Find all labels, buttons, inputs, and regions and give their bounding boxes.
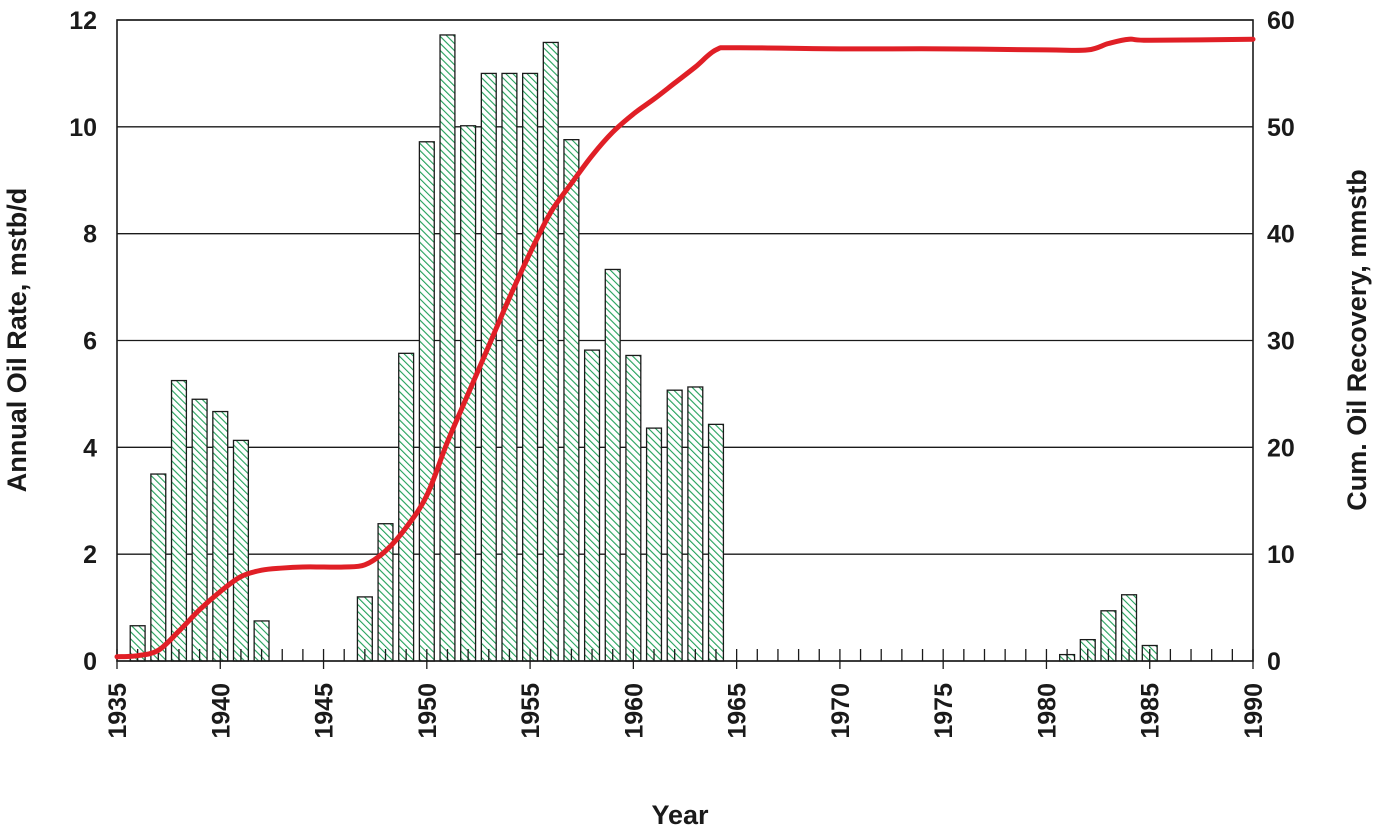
cum-recovery-line	[114, 36, 1256, 660]
y2-tick-label: 60	[1267, 7, 1295, 35]
x-tick-label: 1975	[930, 683, 958, 739]
x-tick-label: 1950	[414, 683, 442, 739]
bar	[398, 352, 415, 662]
x-tick-label: 1960	[620, 683, 648, 739]
x-tick-label: 1965	[724, 683, 752, 739]
bar	[212, 410, 229, 662]
bar	[150, 473, 167, 662]
x-axis-title: Year	[651, 800, 709, 830]
y-axis-left-title: Annual Oil Rate, mstb/d	[2, 188, 32, 493]
x-tick-label: 1945	[311, 683, 339, 739]
y2-tick-label: 20	[1267, 434, 1295, 462]
x-tick-label: 1935	[104, 683, 132, 739]
grid-lines	[117, 19, 1253, 662]
y2-tick-label: 10	[1267, 541, 1295, 569]
y2-tick-label: 50	[1267, 114, 1295, 142]
y2-tick-label: 40	[1267, 221, 1295, 249]
y-tick-label: 10	[69, 114, 97, 142]
y-tick-label: 0	[83, 648, 97, 676]
y-left-tick-labels: 0 2 4 6 8 10 12	[69, 7, 97, 676]
y-tick-label: 8	[83, 221, 97, 249]
x-tick-label: 1985	[1137, 683, 1165, 739]
bar	[645, 427, 663, 662]
bar	[418, 141, 435, 662]
bar	[501, 72, 518, 662]
bar	[583, 349, 601, 662]
bar	[191, 398, 208, 662]
bar	[666, 389, 683, 662]
bar	[480, 72, 497, 662]
bar	[563, 139, 580, 662]
x-tick-label: 1955	[517, 683, 545, 739]
bar	[687, 386, 704, 662]
x-tick-labels: 1935 1940 1945 1950 1955 1960 1965 1970 1975 1980…	[104, 683, 1268, 739]
y-tick-label: 12	[69, 7, 97, 35]
bar	[232, 439, 250, 662]
plot-frame	[116, 19, 1254, 662]
x-minor-ticks	[116, 649, 1254, 669]
y-tick-label: 4	[83, 434, 97, 462]
y-tick-label: 2	[83, 541, 97, 569]
bar	[625, 354, 642, 662]
bar	[170, 379, 188, 662]
bar	[604, 268, 621, 662]
x-tick-label: 1990	[1240, 683, 1268, 739]
x-tick-label: 1940	[207, 683, 235, 739]
bar	[439, 34, 456, 662]
bar	[522, 72, 539, 662]
y2-tick-label: 0	[1267, 648, 1281, 676]
y-tick-label: 6	[83, 328, 97, 356]
y-right-tick-labels: 0 10 20 30 40 50 60	[1267, 7, 1295, 676]
x-tick-label: 1980	[1033, 683, 1061, 739]
annual-rate-bars	[129, 34, 1158, 662]
x-tick-label: 1970	[827, 683, 855, 739]
y2-tick-label: 30	[1267, 328, 1295, 356]
bar	[542, 41, 559, 662]
bar	[707, 423, 725, 662]
y-axis-right-title: Cum. Oil Recovery, mmstb	[1342, 169, 1372, 511]
